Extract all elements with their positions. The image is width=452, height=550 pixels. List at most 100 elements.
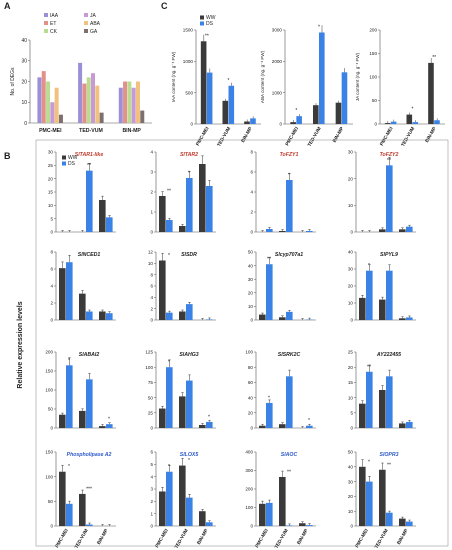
category-label: PMC-MEI — [379, 125, 395, 147]
bar-ds — [286, 525, 293, 526]
bar-iaa — [78, 62, 83, 123]
bar-ww — [199, 511, 206, 526]
legend-label: DS — [68, 161, 76, 167]
bar-ww — [244, 121, 250, 124]
bar-ds — [166, 367, 173, 428]
significance-mark: * — [68, 464, 70, 470]
y-tick-label: 25 — [48, 163, 54, 168]
category-label: TED-VUM — [174, 528, 190, 550]
legend-label: DS — [206, 21, 214, 27]
significance-mark: ** — [87, 163, 91, 169]
y-tick-label: 0 — [279, 122, 282, 127]
y-tick-label: 10 — [348, 509, 354, 514]
gene-title: ToFZY2 — [380, 152, 399, 158]
y-tick-label: 4 — [150, 295, 153, 300]
significance-mark: * — [318, 25, 320, 31]
y-tick-label: 20 — [348, 176, 354, 181]
y-tick-label: 50 — [348, 450, 354, 455]
legend-label: JA — [90, 13, 97, 19]
gene-plot: 0 2 4 6 8 ToFZY1 * — [250, 150, 316, 235]
category-label: PMC-MEI — [195, 125, 211, 147]
category-label: BIN-MP — [122, 128, 141, 134]
bar-ds — [386, 165, 393, 232]
y-tick-label: 8 — [150, 272, 153, 277]
legend-swatch — [200, 15, 204, 20]
y-tick-label: 4 — [150, 474, 153, 479]
significance-mark: * — [368, 263, 370, 269]
category-label: TED-VUM — [274, 528, 290, 550]
bar-ds — [319, 32, 325, 124]
bar-ga — [99, 112, 104, 123]
y-tick-label: 0 — [150, 318, 153, 323]
bar-ww — [279, 317, 286, 320]
bar-ds — [386, 376, 393, 428]
bar-ds — [186, 178, 193, 232]
bar-ds — [228, 85, 235, 124]
y-tick-label: 6 — [150, 284, 153, 289]
bar-ds — [106, 313, 113, 320]
bar-ds — [66, 365, 73, 428]
bar-ww — [179, 226, 186, 232]
significance-mark: * — [368, 459, 370, 465]
y-tick-label: 6 — [50, 267, 53, 272]
bar-ww — [79, 493, 86, 526]
y-tick-label: 0 — [150, 524, 153, 529]
bar-ww — [222, 100, 229, 124]
bar-iaa — [118, 87, 123, 123]
y-tick-label: 0 — [24, 121, 27, 127]
bar-iaa — [37, 77, 42, 123]
y-tick-label: 300 — [245, 468, 253, 473]
category-label: PMC-MEI — [284, 125, 300, 147]
y-tick-label: 10 — [348, 395, 354, 400]
bar-ww — [179, 311, 186, 320]
category-label: BIN-MP — [424, 125, 438, 143]
bar-ww — [279, 424, 286, 428]
bar-ww — [313, 105, 319, 124]
significance-mark: * — [108, 417, 110, 423]
bar-ds — [266, 229, 273, 232]
y-tick-label: 15 — [348, 380, 354, 385]
y-tick-label: 0 — [50, 524, 53, 529]
gene-title: SlTAR2 — [180, 152, 198, 158]
bar-ds — [206, 522, 213, 526]
significance-mark: ** — [267, 257, 271, 263]
bar-ww — [99, 311, 106, 320]
gene-title: SlPYL9 — [380, 252, 398, 258]
bar-aba — [54, 87, 59, 123]
bar-ga — [140, 110, 145, 123]
y-tick-label: 30 — [248, 277, 254, 282]
gene-plot: 0 50 100 150 200 SlABAI2 * * — [45, 350, 116, 431]
gene-plot: 0 5 10 15 20 25 AY222455 ** — [348, 350, 416, 431]
y-tick-label: 10 — [21, 100, 27, 106]
y-tick-label: 25 — [148, 411, 154, 416]
bar-ww — [399, 518, 406, 526]
bar-ww — [179, 396, 186, 428]
y-tick-label: 20 — [348, 365, 354, 370]
y-tick-label: 12 — [148, 250, 154, 255]
y-tick-label: 30 — [21, 59, 27, 65]
category-label: BIN-MP — [196, 527, 210, 545]
y-tick-label: 0 — [250, 318, 253, 323]
bar-ww — [379, 229, 386, 232]
gene-title: Phospholipase A2 — [67, 452, 112, 458]
gene-title: SlOPR3 — [379, 452, 398, 458]
bar-ww — [399, 318, 406, 320]
bar-ww — [99, 200, 106, 232]
y-tick-label: 40 — [348, 465, 354, 470]
y-tick-label: 0 — [350, 524, 353, 529]
bar-ww — [406, 114, 413, 124]
y-tick-label: 100 — [245, 505, 253, 510]
y-tick-label: 15 — [48, 190, 54, 195]
y-tick-label: 50 — [148, 395, 154, 400]
y-tick-label: 0 — [50, 318, 53, 323]
bar-ww — [59, 268, 66, 320]
significance-mark: * — [168, 253, 170, 259]
y-tick-label: 20 — [21, 79, 27, 85]
bar-aba — [95, 85, 100, 123]
bar-ds — [166, 220, 173, 232]
bar-aba — [135, 81, 140, 123]
bar-ww — [359, 297, 366, 320]
significance-mark: ** — [387, 158, 391, 164]
